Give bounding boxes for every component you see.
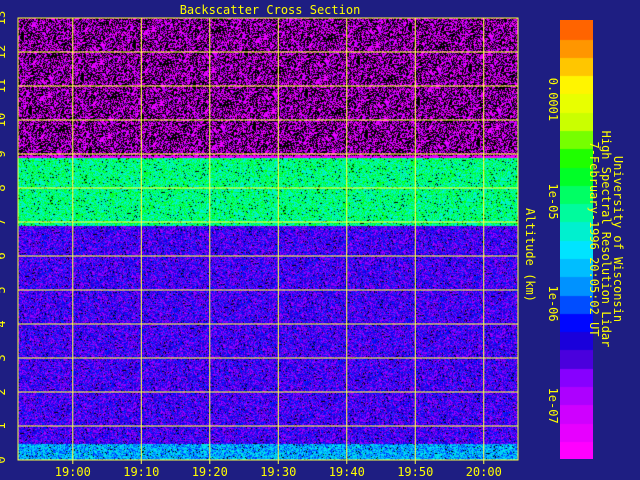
y-tick-label: 13: [0, 11, 8, 25]
y-tick-label: 4: [0, 320, 8, 327]
y-tick-label: 12: [0, 45, 8, 59]
x-tick-label: 20:00: [466, 465, 502, 479]
y-tick-label: 10: [0, 113, 8, 127]
y-tick-label: 5: [0, 286, 8, 293]
y-tick-label: 6: [0, 252, 8, 259]
colorbar-tick-label: 0.0001: [546, 78, 560, 121]
x-tick-label: 19:50: [397, 465, 433, 479]
y-tick-label: 3: [0, 354, 8, 361]
y-tick-label: 1: [0, 422, 8, 429]
colorbar-tick-label: 1e-07: [546, 388, 560, 424]
x-tick-label: 19:00: [55, 465, 91, 479]
y-tick-label: 2: [0, 388, 8, 395]
y-tick-label: 0: [0, 456, 8, 463]
x-axis: 19:00 19:10 19:20 19:30 19:40 19:50 20:00: [55, 460, 502, 479]
y-tick-label: 11: [0, 79, 8, 93]
colorbar-tick-label: 1e-06: [546, 285, 560, 321]
chart-title: Backscatter Cross Section: [180, 3, 361, 17]
colorbar-tick-label: 1e-05: [546, 183, 560, 219]
grid-lines: [17, 17, 519, 461]
x-tick-label: 19:20: [192, 465, 228, 479]
x-tick-label: 19:30: [260, 465, 296, 479]
institution-label: University of Wisconsin: [611, 156, 625, 322]
plot-frame: [17, 17, 519, 461]
colorbar: [560, 20, 593, 459]
y-tick-label: 8: [0, 184, 8, 191]
instrument-label: High Spectral Resolution Lidar: [599, 131, 613, 348]
x-tick-label: 19:40: [329, 465, 365, 479]
y-tick-label: 7: [0, 218, 8, 225]
backscatter-heatmap: [18, 18, 518, 460]
timestamp-label: 7-February-1996 20:05:02 UT: [587, 141, 601, 336]
y-tick-label: 9: [0, 150, 8, 157]
y-axis-label: Altitude (km): [523, 208, 537, 302]
y-axis: 012345678910111213: [0, 11, 8, 464]
x-tick-label: 19:10: [123, 465, 159, 479]
colorbar-ticks: 1e-07 1e-06 1e-05 0.0001: [546, 78, 560, 424]
